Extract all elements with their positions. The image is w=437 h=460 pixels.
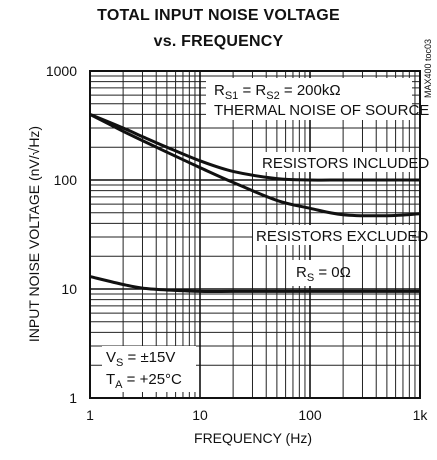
source-annotation-bg xyxy=(206,78,412,120)
part-code: MAX400 toc03 xyxy=(423,39,433,98)
chart-title: TOTAL INPUT NOISE VOLTAGE xyxy=(97,7,340,24)
y-tick-label: 1000 xyxy=(46,63,77,79)
series-label-resistors-excluded: RESISTORS EXCLUDED xyxy=(256,228,428,245)
x-tick-label: 100 xyxy=(298,407,322,423)
supply-voltage-annotation: VS = ±15V xyxy=(106,349,175,369)
series-line-0 xyxy=(89,113,420,182)
tick-labels: 1 10 100 1k 1000 100 10 1 xyxy=(46,63,429,423)
y-axis-label: INPUT NOISE VOLTAGE (nV/√Hz) xyxy=(26,126,42,342)
x-tick-label: 1 xyxy=(86,407,94,423)
x-tick-label: 10 xyxy=(192,407,208,423)
source-resistance-annotation: RS1 = RS2 = 200kΩ xyxy=(214,82,341,102)
conditions-bg xyxy=(102,346,196,392)
y-tick-label: 10 xyxy=(61,281,77,297)
thermal-noise-annotation: THERMAL NOISE OF SOURCE xyxy=(214,102,429,119)
excluded-label-bg xyxy=(253,225,412,245)
series-line-1 xyxy=(89,113,421,218)
temperature-annotation: TA = +25°C xyxy=(106,371,182,391)
series-label-resistors-included: RESISTORS INCLUDED xyxy=(262,155,429,172)
y-tick-label: 100 xyxy=(54,172,78,188)
included-label-bg xyxy=(258,152,414,172)
plot-frame xyxy=(89,70,421,399)
chart-subtitle: vs. FREQUENCY xyxy=(153,33,284,50)
series-curves xyxy=(89,113,421,294)
x-tick-label: 1k xyxy=(413,407,429,423)
rs0-label-bg xyxy=(291,260,335,286)
x-axis-label: FREQUENCY (Hz) xyxy=(194,430,312,446)
series-line-2 xyxy=(89,275,420,294)
y-tick-label: 1 xyxy=(69,390,77,406)
